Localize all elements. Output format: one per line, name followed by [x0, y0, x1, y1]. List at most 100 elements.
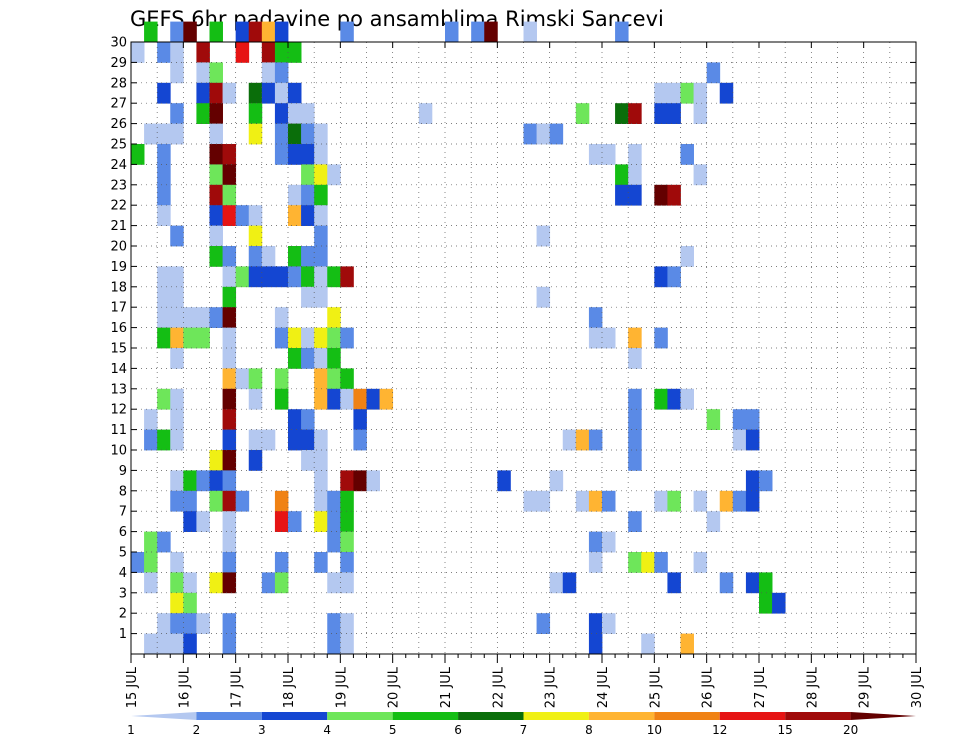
- heatmap-cell: [144, 123, 158, 145]
- colorbar-swatch: [131, 712, 197, 720]
- heatmap-cell: [340, 388, 354, 410]
- heatmap-cell: [274, 42, 289, 63]
- heatmap-cell: [288, 429, 302, 451]
- heatmap-cell: [340, 511, 354, 532]
- colorbar-label: 5: [389, 723, 397, 737]
- y-tick-label: 27: [110, 97, 127, 112]
- heatmap-cell: [732, 490, 747, 512]
- heatmap-cell: [314, 388, 328, 410]
- heatmap-cell: [274, 511, 289, 532]
- heatmap-cell: [680, 144, 694, 165]
- heatmap-cell: [170, 103, 184, 124]
- heatmap-cell: [274, 82, 289, 104]
- heatmap-cell: [340, 21, 354, 43]
- heatmap-cell: [248, 82, 263, 104]
- heatmap-cell: [536, 613, 551, 634]
- heatmap-cell: [588, 531, 603, 553]
- heatmap-cell: [170, 42, 184, 63]
- colorbar-swatch: [523, 712, 589, 720]
- heatmap-cell: [157, 633, 171, 655]
- heatmap-cell: [654, 327, 668, 349]
- heatmap-cell: [222, 613, 237, 634]
- heatmap-cell: [327, 388, 341, 410]
- heatmap-cell: [248, 450, 263, 471]
- heatmap-cell: [340, 531, 354, 553]
- heatmap-cell: [235, 42, 250, 63]
- heatmap-cell: [144, 531, 158, 553]
- heatmap-cell: [196, 613, 210, 634]
- heatmap-cell: [667, 490, 681, 512]
- heatmap-cell: [536, 225, 551, 247]
- heatmap-cell: [745, 429, 760, 451]
- colorbar-label: 7: [520, 723, 528, 737]
- heatmap-cell: [261, 429, 276, 451]
- heatmap-cell: [170, 490, 184, 512]
- y-tick-label: 26: [110, 117, 127, 132]
- heatmap-cell: [222, 286, 237, 308]
- heatmap-cell: [274, 307, 289, 328]
- heatmap-cell: [183, 613, 197, 634]
- heatmap-cell: [131, 144, 145, 165]
- heatmap-cell: [222, 144, 237, 165]
- heatmap-cell: [157, 82, 171, 104]
- heatmap-cell: [301, 286, 315, 308]
- heatmap-cell: [602, 327, 616, 349]
- heatmap-cell: [340, 613, 354, 634]
- y-tick-label: 25: [110, 138, 127, 153]
- heatmap-cell: [235, 21, 250, 43]
- heatmap-cell: [170, 286, 184, 308]
- heatmap-cell: [222, 552, 237, 573]
- heatmap-cell: [628, 409, 642, 430]
- colorbar-label: 20: [843, 723, 858, 737]
- y-axis: 1234567891011121314151617181920212223242…: [110, 36, 916, 642]
- heatmap-cell: [654, 184, 668, 206]
- heatmap-cell: [719, 572, 734, 594]
- heatmap-cell: [628, 511, 642, 532]
- heatmap-cell: [288, 82, 302, 104]
- heatmap-cell: [353, 388, 367, 410]
- heatmap-cell: [157, 205, 171, 226]
- heatmap-cell: [340, 490, 354, 512]
- heatmap-cell: [536, 123, 551, 145]
- heatmap-cell: [170, 307, 184, 328]
- x-tick-label: 15 JUL: [125, 666, 140, 708]
- heatmap-cell: [196, 307, 210, 328]
- heatmap-cell: [628, 348, 642, 369]
- heatmap-cell: [144, 633, 158, 655]
- heatmap-cell: [222, 205, 237, 226]
- heatmap-cell: [196, 82, 210, 104]
- heatmap-cell: [418, 103, 433, 124]
- heatmap-cell: [248, 225, 263, 247]
- heatmap-cell: [222, 82, 237, 104]
- heatmap-cell: [706, 511, 721, 532]
- y-tick-label: 21: [110, 219, 127, 234]
- heatmap-cell: [667, 388, 681, 410]
- heatmap-cell: [183, 633, 197, 655]
- heatmap-cell: [288, 103, 302, 124]
- heatmap-cell: [314, 205, 328, 226]
- heatmap-cell: [183, 490, 197, 512]
- heatmap-cell: [170, 388, 184, 410]
- heatmap-cell: [274, 388, 289, 410]
- heatmap-cell: [157, 307, 171, 328]
- x-tick-label: 19 JUL: [334, 666, 349, 708]
- heatmap-cell: [628, 103, 642, 124]
- heatmap-cell: [628, 388, 642, 410]
- heatmap-cell: [301, 205, 315, 226]
- heatmap-cell: [680, 633, 694, 655]
- heatmap-cell: [288, 246, 302, 267]
- heatmap-cell: [274, 266, 289, 288]
- x-tick-label: 24 JUL: [596, 666, 611, 708]
- heatmap-cell: [235, 266, 250, 288]
- heatmap-cell: [588, 490, 603, 512]
- heatmap-cell: [274, 552, 289, 573]
- heatmap-cell: [366, 388, 380, 410]
- heatmap-cell: [209, 490, 223, 512]
- heatmap-cell: [235, 205, 250, 226]
- grid-lines: [131, 42, 916, 654]
- y-tick-label: 28: [110, 76, 127, 91]
- y-tick-label: 19: [110, 260, 127, 275]
- heatmap-cell: [615, 103, 629, 124]
- heatmap-cell: [170, 633, 184, 655]
- heatmap-cell: [327, 164, 341, 186]
